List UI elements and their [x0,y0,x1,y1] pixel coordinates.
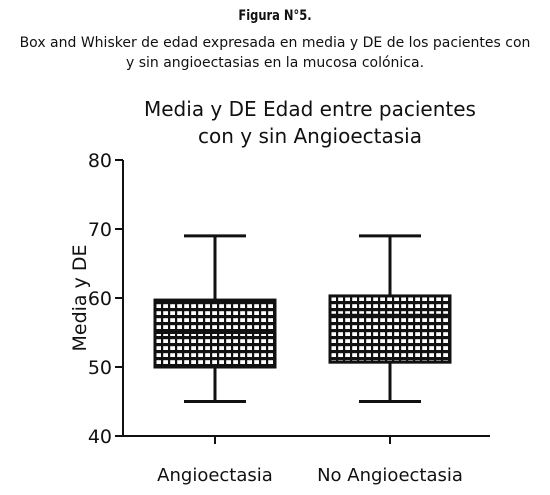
y-axis-label: Media y DE [69,244,91,351]
caption-line-1: Box and Whisker de edad expresada en med… [19,35,531,51]
y-tick-label: 80 [88,150,112,172]
x-tick-label: No Angioectasia [317,465,463,486]
chart-title-line-1: Media y DE Edad entre pacientes [144,97,476,121]
y-tick-label: 50 [88,357,112,379]
y-tick-label: 40 [88,426,112,448]
box-body [328,294,452,364]
box-1 [153,234,277,403]
figure-label: Figura N°5. [238,8,312,24]
x-tick-label: Angioectasia [157,465,273,486]
chart-title-line-2: con y sin Angioectasia [198,124,422,148]
box-2 [328,234,452,403]
figure-caption: Box and Whisker de edad expresada en med… [0,33,550,73]
caption-line-2: y sin angioectasias en la mucosa colónic… [125,55,425,71]
chart-title: Media y DE Edad entre pacientes con y si… [130,96,490,150]
y-tick-label: 70 [88,219,112,241]
y-tick-label: 60 [88,288,112,310]
